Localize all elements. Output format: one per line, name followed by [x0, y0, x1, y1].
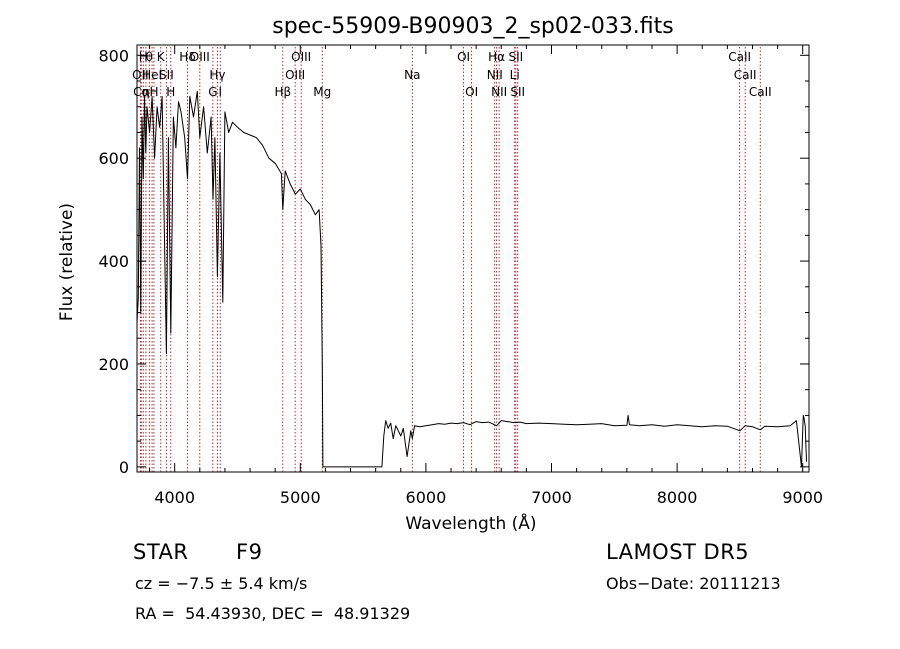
line-label: G — [208, 85, 217, 99]
line-label: Hδ — [179, 50, 195, 64]
x-tick-label: 4000 — [154, 488, 195, 507]
axes — [136, 44, 810, 473]
line-label: CaII — [749, 85, 772, 99]
emission-line-markers — [139, 47, 761, 472]
line-label: SII — [508, 50, 523, 64]
line-label: OIII — [291, 50, 311, 64]
coordinates: RA = 54.43930, DEC = 48.91329 — [135, 604, 411, 623]
x-axis-label: Wavelength (Å) — [405, 512, 536, 534]
plot-frame — [136, 44, 810, 473]
object-subclass: F9 — [236, 540, 263, 564]
line-label: OIII — [285, 68, 305, 82]
line-label: CaII — [734, 68, 757, 82]
y-tick-label: 800 — [98, 46, 129, 65]
x-tick-label: 7000 — [531, 488, 572, 507]
line-label: OIII — [190, 50, 210, 64]
line-label: Cα — [133, 85, 149, 99]
line-label: OII — [132, 68, 149, 82]
obs-date: Obs−Date: 20111213 — [606, 574, 781, 593]
y-tick-label: 0 — [119, 458, 129, 477]
object-class: STAR — [133, 540, 189, 564]
line-label: OI — [457, 50, 470, 64]
redshift-info: cz = −7.5 ± 5.4 km/s — [135, 574, 308, 593]
chart-title: spec-55909-B90903_2_sp02-033.fits — [272, 14, 674, 39]
line-label: H — [139, 50, 148, 64]
spectrum-line — [136, 90, 807, 468]
line-label: NII — [487, 68, 503, 82]
line-label: H — [149, 85, 158, 99]
line-label: SII — [159, 68, 174, 82]
line-label: HeI — [142, 68, 162, 82]
line-label: Mg — [313, 85, 331, 99]
x-tick-label: 8000 — [657, 488, 698, 507]
x-tick-label: 9000 — [782, 488, 823, 507]
y-axis-label: Flux (relative) — [57, 203, 77, 321]
line-label: θ — [146, 50, 153, 64]
line-label: Li — [510, 68, 520, 82]
line-label: NII — [491, 85, 507, 99]
axis-ticks: 4000 5000 6000 7000 8000 9000 0 200 400 600 800 — [98, 45, 823, 507]
spectrum-series — [136, 90, 807, 468]
line-label: η — [142, 85, 150, 99]
line-label: CaII — [728, 50, 751, 64]
x-tick-label: 6000 — [406, 488, 447, 507]
survey-name: LAMOST DR5 — [606, 540, 750, 564]
line-label: SII — [510, 85, 525, 99]
y-tick-label: 400 — [98, 252, 129, 271]
line-label: Hγ — [209, 68, 225, 82]
line-label: H — [166, 85, 175, 99]
line-label: Hβ — [274, 85, 291, 99]
line-label: Hα — [488, 50, 505, 64]
line-label: I — [219, 85, 223, 99]
y-tick-label: 200 — [98, 355, 129, 374]
line-label: K — [157, 50, 166, 64]
y-tick-label: 600 — [98, 149, 129, 168]
x-tick-label: 5000 — [280, 488, 321, 507]
line-label: OI — [465, 85, 478, 99]
line-label: Na — [404, 68, 420, 82]
